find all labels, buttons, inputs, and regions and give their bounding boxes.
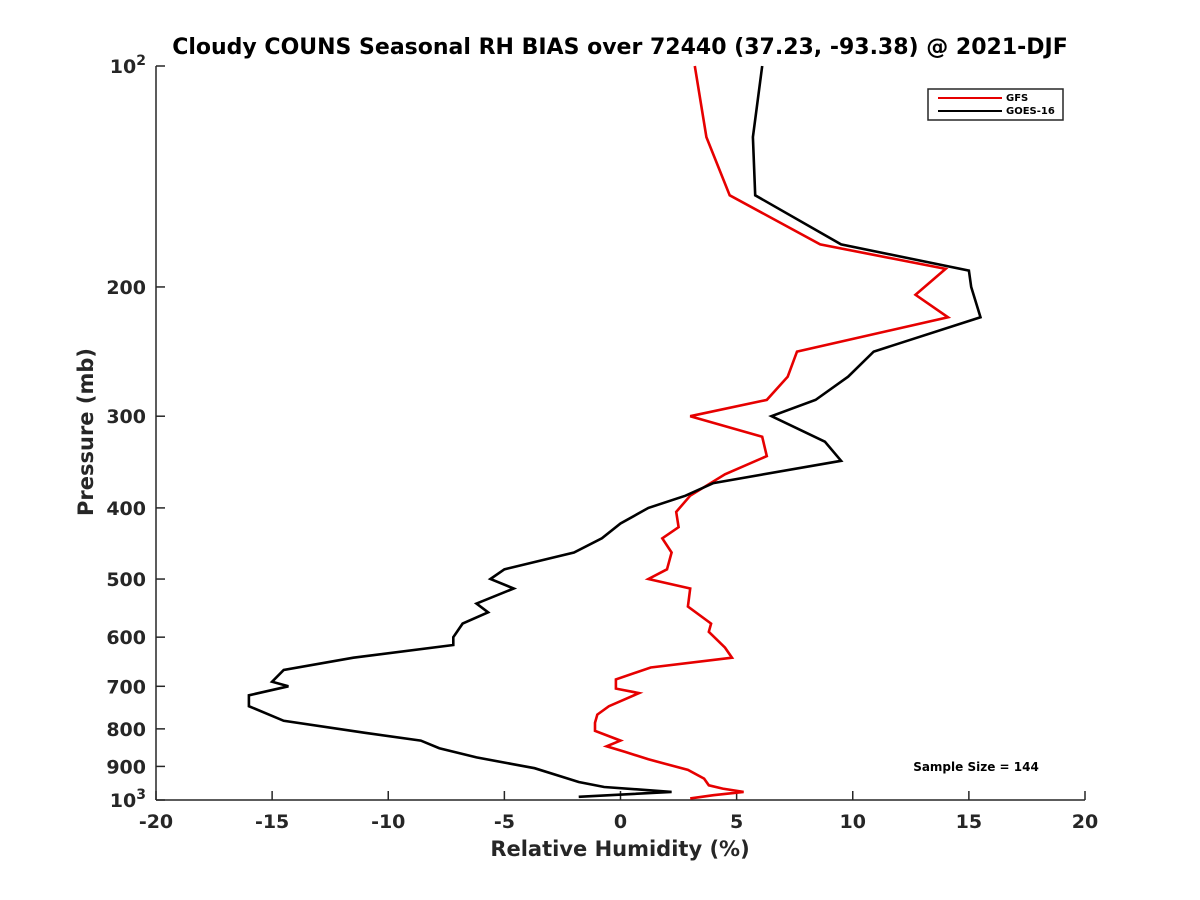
x-tick-label: -5 (494, 811, 515, 833)
series-line-gfs (593, 65, 952, 800)
y-tick-label: 900 (106, 756, 146, 778)
x-tick-label: -20 (139, 811, 173, 833)
legend-label-goes16: GOES-16 (1006, 106, 1055, 117)
y-tick-label: 102 (110, 53, 146, 78)
x-tick-label: 20 (1072, 811, 1098, 833)
series-line-goes-16 (247, 65, 983, 799)
y-tick-label: 800 (106, 719, 146, 741)
y-tick-label: 200 (106, 277, 146, 299)
x-tick-label: 0 (614, 811, 627, 833)
series-lines (247, 65, 983, 800)
y-tick-label: 103 (110, 787, 146, 812)
x-tick-label: -10 (371, 811, 405, 833)
y-tick-label: 500 (106, 569, 146, 591)
legend-label-gfs: GFS (1006, 93, 1028, 104)
x-tick-label: -15 (255, 811, 289, 833)
y-tick-label: 400 (106, 498, 146, 520)
y-tick-label: 600 (106, 627, 146, 649)
x-axis-label: Relative Humidity (%) (490, 837, 749, 861)
x-tick-label: 5 (730, 811, 743, 833)
x-tick-label: 10 (840, 811, 866, 833)
sample-size-annotation: Sample Size = 144 (913, 760, 1039, 774)
y-tick-label: 300 (106, 406, 146, 428)
legend: GFS GOES-16 (927, 88, 1064, 121)
legend-box (927, 88, 1064, 121)
y-tick-label: 700 (106, 676, 146, 698)
x-tick-label: 15 (956, 811, 982, 833)
chart-title: Cloudy COUNS Seasonal RH BIAS over 72440… (172, 35, 1068, 60)
y-axis-label: Pressure (mb) (74, 348, 98, 516)
y-axis-ticks: 102 200 300 400 500 600 700 800 900 103 (106, 53, 165, 812)
x-axis-ticks: -20 -15 -10 -5 0 5 10 15 20 (139, 791, 1098, 833)
